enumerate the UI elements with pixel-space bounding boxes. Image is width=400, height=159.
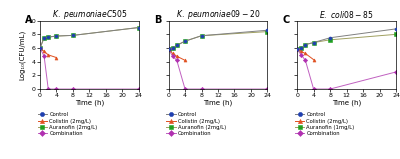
Text: B: B (154, 15, 161, 25)
Text: C: C (282, 15, 290, 25)
Y-axis label: Log₁₀(CFU/mL): Log₁₀(CFU/mL) (19, 30, 25, 80)
X-axis label: Time (h): Time (h) (203, 100, 233, 106)
Legend: Control, Colistin (2mg/L), Auranofin (2mg/L), Combination: Control, Colistin (2mg/L), Auranofin (2m… (166, 112, 226, 136)
Text: A: A (25, 15, 33, 25)
Title: $\mathit{K.}$ $\mathit{peumoniae C505}$: $\mathit{K.}$ $\mathit{peumoniae C505}$ (52, 8, 127, 21)
Title: $\mathit{K.}$ $\mathit{peumoniae 09-20}$: $\mathit{K.}$ $\mathit{peumoniae 09-20}$ (176, 8, 260, 21)
Legend: Control, Colistin (2mg/L), Auranofin (2mg/L), Combination: Control, Colistin (2mg/L), Auranofin (2m… (38, 112, 98, 136)
X-axis label: Time (h): Time (h) (332, 100, 361, 106)
X-axis label: Time (h): Time (h) (75, 100, 104, 106)
Title: $\mathit{E.}$ $\mathit{coli 08-85}$: $\mathit{E.}$ $\mathit{coli 08-85}$ (319, 9, 374, 20)
Legend: Control, Colistin (2mg/L), Auranofin (1mg/L), Combination: Control, Colistin (2mg/L), Auranofin (1m… (295, 112, 355, 136)
